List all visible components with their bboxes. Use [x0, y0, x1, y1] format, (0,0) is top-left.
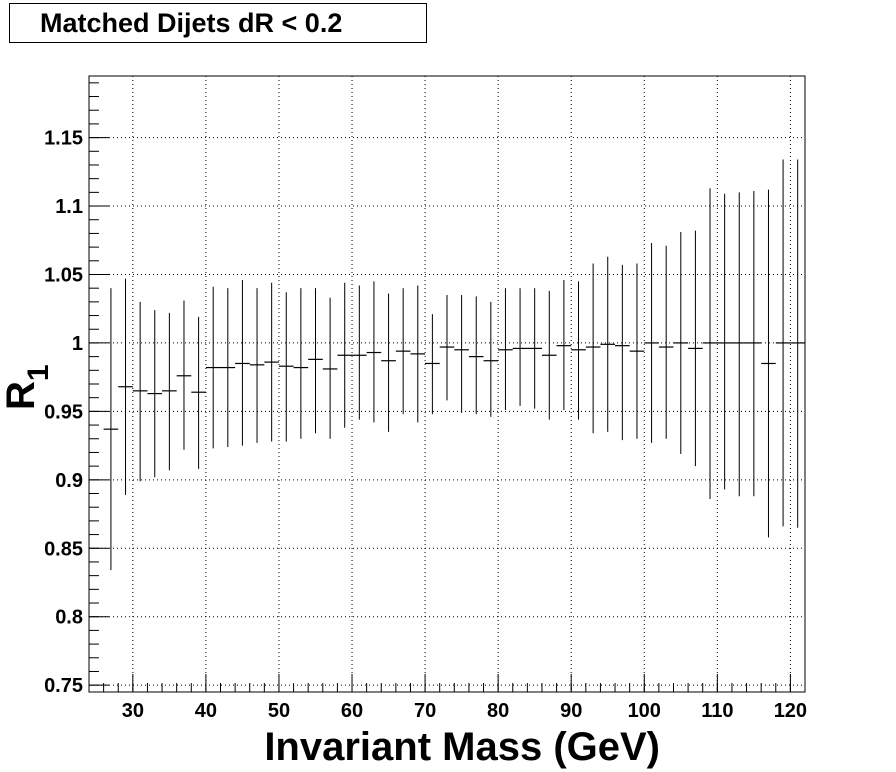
data-point — [132, 301, 148, 482]
data-point — [527, 288, 542, 409]
data-point — [410, 285, 426, 423]
data-point — [615, 264, 630, 441]
x-tick-label: 120 — [774, 700, 807, 722]
x-tick-label: 90 — [560, 700, 582, 722]
data-point — [439, 295, 455, 401]
data-point — [278, 292, 294, 442]
data-point — [644, 243, 659, 443]
data-point — [264, 282, 279, 442]
x-tick-label: 50 — [268, 700, 290, 722]
y-axis-title: R1 — [0, 364, 55, 410]
x-axis-title: Invariant Mass (GeV) — [264, 725, 660, 769]
data-point — [761, 189, 776, 538]
data-point — [322, 297, 338, 439]
y-tick-label: 0.8 — [55, 607, 83, 629]
data-point — [483, 301, 499, 417]
data-point — [541, 290, 557, 420]
data-point — [308, 288, 323, 434]
y-tick-label: 1.05 — [44, 264, 83, 286]
chart-title-box: Matched Dijets dR < 0.2 — [9, 3, 427, 43]
data-point — [235, 279, 250, 446]
y-tick-label: 0.9 — [55, 470, 83, 492]
x-tick-label: 100 — [628, 700, 661, 722]
data-point — [731, 192, 747, 497]
data-point — [702, 188, 718, 499]
x-tick-label: 110 — [701, 700, 733, 722]
data-point — [205, 286, 221, 449]
data-point — [395, 288, 411, 415]
data-point — [147, 310, 163, 478]
chart-title: Matched Dijets dR < 0.2 — [40, 8, 343, 38]
data-point — [600, 256, 616, 432]
data-point — [220, 288, 236, 447]
x-tick-label: 40 — [195, 700, 217, 722]
data-point — [249, 288, 265, 443]
data-point — [352, 285, 367, 420]
data-point — [337, 282, 353, 428]
data-point — [381, 293, 396, 432]
data-point — [790, 159, 805, 528]
data-point — [673, 232, 689, 454]
data-point — [425, 314, 440, 415]
x-tick-label: 70 — [414, 700, 436, 722]
data-points — [103, 159, 805, 571]
y-tick-label: 0.85 — [44, 538, 83, 560]
data-point — [176, 300, 192, 450]
y-tick-label: 0.95 — [44, 401, 83, 423]
data-point — [556, 279, 572, 411]
x-tick-label: 80 — [487, 700, 509, 722]
data-point — [746, 190, 762, 497]
y-axis-title-group: R1 — [0, 364, 55, 410]
y-tick-label: 1 — [72, 333, 83, 355]
x-tick-labels: 30 40 50 60 70 80 90 100 110 120 — [122, 700, 807, 722]
data-point — [191, 316, 206, 469]
y-tick-label: 1.15 — [44, 128, 83, 150]
data-point — [162, 312, 177, 471]
data-point — [688, 230, 703, 467]
y-tick-label: 1.1 — [55, 196, 83, 218]
y-tick-labels: 0.75 0.8 0.85 0.9 0.95 1 1.05 1.1 1.15 — [44, 128, 83, 698]
y-tick-label: 0.75 — [44, 675, 83, 697]
data-point — [629, 263, 645, 439]
axis-ticks — [88, 82, 806, 692]
data-point — [498, 288, 513, 411]
data-point — [454, 295, 469, 413]
data-point — [717, 193, 732, 490]
x-tick-label: 60 — [341, 700, 363, 722]
data-point — [775, 159, 791, 527]
data-point — [512, 288, 528, 406]
data-point — [293, 288, 309, 439]
data-point — [468, 296, 484, 415]
x-tick-label: 30 — [122, 700, 144, 722]
data-point — [658, 245, 674, 439]
y-axis-title-subscript: 1 — [22, 364, 55, 381]
data-point — [103, 288, 119, 571]
data-point — [118, 278, 133, 495]
data-point — [366, 281, 382, 423]
y-axis-title-main: R — [0, 381, 43, 410]
data-point — [571, 281, 586, 420]
data-point — [585, 263, 601, 434]
